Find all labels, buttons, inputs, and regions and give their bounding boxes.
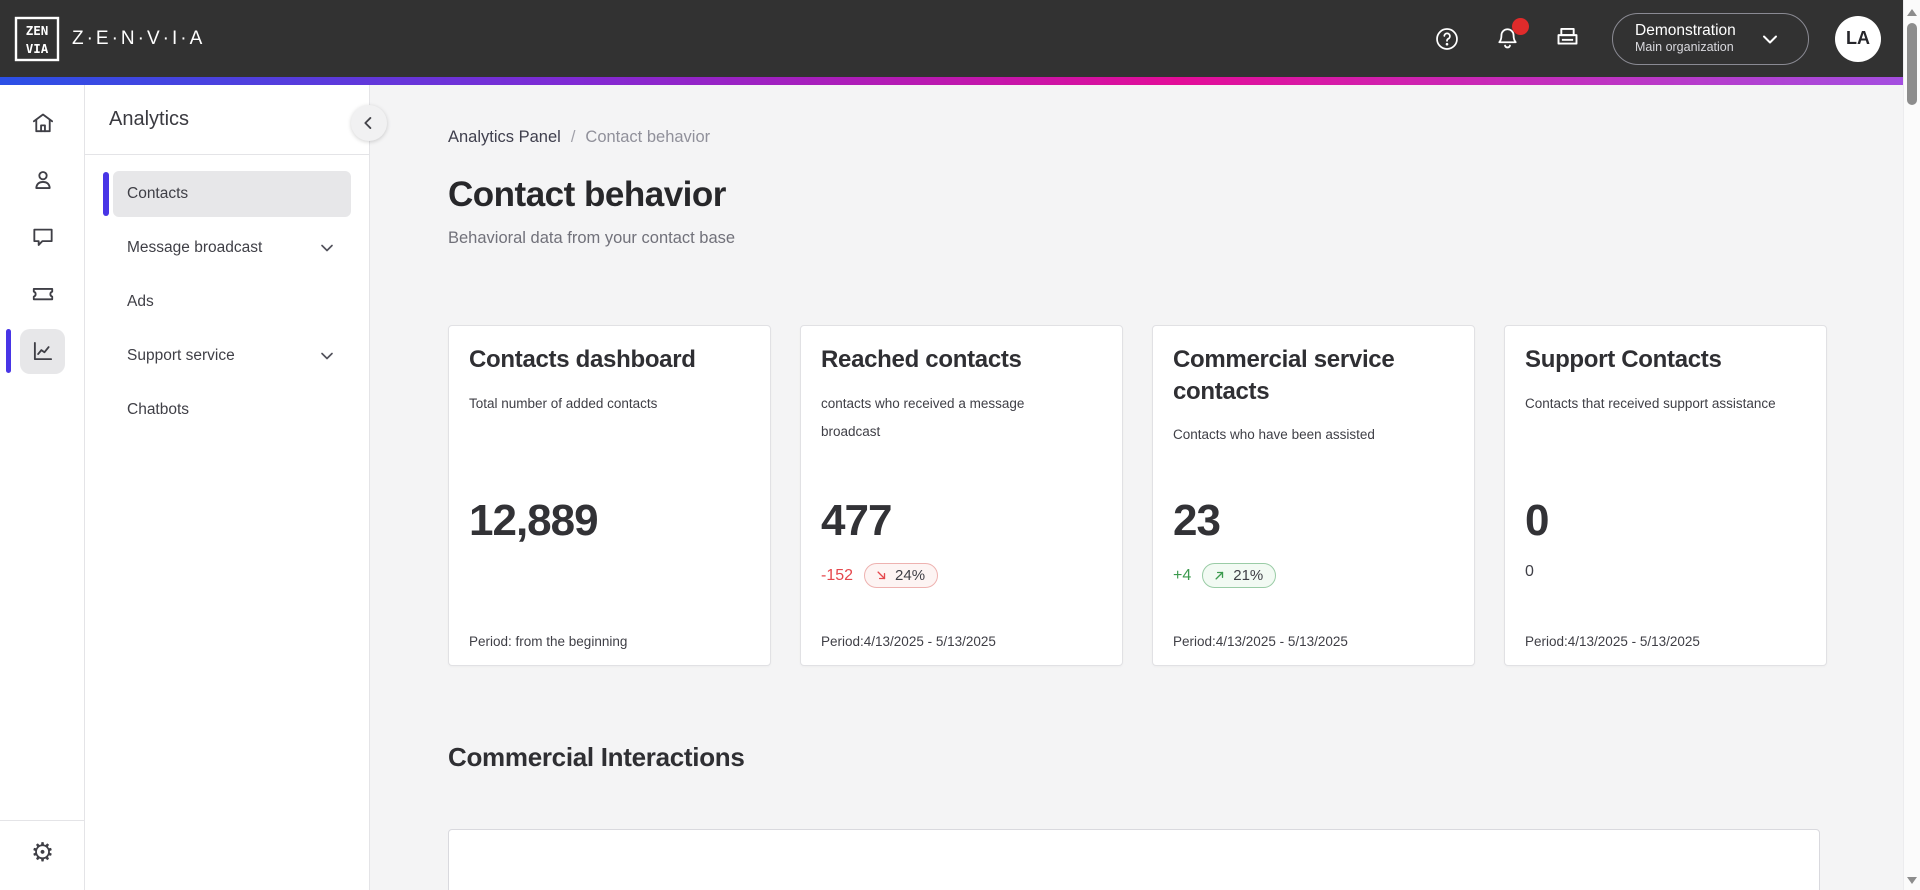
delta-value: 0 bbox=[1525, 563, 1534, 580]
zenvia-logo-icon: ZEN VIA bbox=[14, 16, 60, 62]
card-support-contacts: Support Contacts Contacts that received … bbox=[1504, 325, 1827, 666]
rail-divider bbox=[0, 820, 84, 821]
card-delta-row: -152 24% bbox=[821, 563, 939, 588]
menu-item-message-broadcast[interactable]: Message broadcast bbox=[113, 225, 351, 271]
sidebar-item-analytics[interactable] bbox=[0, 327, 85, 375]
home-icon bbox=[32, 113, 53, 133]
delta-value: -152 bbox=[821, 566, 854, 584]
topbar: ZEN VIA Z·E·N·V·I·A bbox=[0, 0, 1903, 77]
chevron-down-icon bbox=[1758, 27, 1782, 51]
card-delta-row: +4 21% bbox=[1173, 563, 1277, 588]
scrollbar-up-arrow[interactable] bbox=[1907, 9, 1917, 16]
card-title: Contacts dashboard bbox=[469, 346, 696, 373]
breadcrumb-analytics-panel[interactable]: Analytics Panel bbox=[448, 128, 561, 146]
organization-subtitle: Main organization bbox=[1635, 40, 1734, 55]
card-value: 477 bbox=[821, 496, 892, 545]
card-period: Period:4/13/2025 - 5/13/2025 bbox=[1173, 634, 1348, 649]
vertical-scrollbar[interactable] bbox=[1903, 0, 1920, 890]
menu-item-ads[interactable]: Ads bbox=[113, 279, 351, 325]
scrollbar-thumb[interactable] bbox=[1907, 23, 1917, 105]
icon-rail: ⚙ bbox=[0, 85, 85, 890]
sidebar-item-tickets[interactable] bbox=[0, 270, 85, 318]
chevron-down-icon bbox=[317, 238, 337, 258]
menu-item-chatbots[interactable]: Chatbots bbox=[113, 387, 351, 433]
trend-percent: 24% bbox=[895, 567, 926, 584]
organization-switcher[interactable]: Demonstration Main organization bbox=[1612, 12, 1809, 65]
delta-value: +4 bbox=[1173, 566, 1192, 584]
card-value: 12,889 bbox=[469, 496, 599, 545]
card-period: Period:4/13/2025 - 5/13/2025 bbox=[1525, 634, 1700, 649]
card-contacts-dashboard: Contacts dashboard Total number of added… bbox=[448, 325, 771, 666]
card-title: Reached contacts bbox=[821, 346, 1022, 373]
menu-item-label: Chatbots bbox=[127, 401, 190, 418]
organization-texts: Demonstration Main organization bbox=[1635, 21, 1736, 56]
page-subtitle: Behavioral data from your contact base bbox=[448, 229, 736, 247]
card-description: Total number of added contacts bbox=[469, 395, 658, 411]
scrollbar-down-arrow[interactable] bbox=[1907, 877, 1917, 884]
help-icon[interactable] bbox=[1432, 24, 1462, 54]
menu-active-indicator bbox=[103, 172, 109, 216]
svg-text:ZEN: ZEN bbox=[26, 23, 49, 38]
breadcrumb-current: Contact behavior bbox=[585, 128, 711, 146]
arrow-down-right-icon bbox=[877, 571, 886, 580]
brand-wordmark: Z·E·N·V·I·A bbox=[72, 27, 206, 49]
card-description: contacts who received a message broadcas… bbox=[821, 395, 1025, 440]
card-commercial-service-contacts: Commercial service contacts Contacts who… bbox=[1152, 325, 1475, 666]
chat-bubble-icon bbox=[32, 228, 53, 246]
card-title: Support Contacts bbox=[1525, 346, 1722, 373]
breadcrumb-separator: / bbox=[570, 128, 576, 146]
arrow-up-right-icon bbox=[1215, 571, 1224, 580]
printer-icon[interactable] bbox=[1552, 24, 1582, 54]
user-avatar[interactable]: LA bbox=[1835, 15, 1881, 62]
notification-badge bbox=[1512, 17, 1529, 35]
line-chart-icon bbox=[33, 341, 52, 361]
organization-name: Demonstration bbox=[1635, 22, 1736, 39]
breadcrumb: Analytics Panel / Contact behavior bbox=[448, 128, 1903, 147]
chevron-left-icon bbox=[364, 117, 372, 129]
panel-title: Analytics bbox=[109, 108, 190, 130]
sidebar-item-contacts[interactable] bbox=[0, 156, 85, 204]
accent-gradient-bar bbox=[0, 77, 1903, 85]
rail-active-indicator bbox=[6, 329, 11, 373]
chevron-down-icon bbox=[317, 346, 337, 366]
trend-badge-up: 21% bbox=[1202, 563, 1277, 588]
sidebar-item-conversations[interactable] bbox=[0, 213, 85, 261]
svg-text:VIA: VIA bbox=[26, 41, 49, 56]
card-period: Period:4/13/2025 - 5/13/2025 bbox=[821, 634, 996, 649]
sidebar-item-home[interactable] bbox=[0, 99, 85, 147]
card-description: Contacts who have been assisted bbox=[1173, 427, 1375, 443]
commercial-interactions-card bbox=[448, 829, 1820, 890]
panel-header: Analytics bbox=[85, 85, 369, 155]
sidebar-item-settings[interactable]: ⚙ bbox=[0, 829, 85, 877]
gear-icon: ⚙ bbox=[30, 838, 55, 868]
page-title: Contact behavior bbox=[448, 175, 726, 214]
card-title: Commercial service contacts bbox=[1173, 346, 1395, 405]
trend-badge-down: 24% bbox=[864, 563, 939, 588]
menu-item-label: Contacts bbox=[127, 185, 189, 202]
card-value: 0 bbox=[1525, 496, 1550, 545]
notifications-bell-icon[interactable] bbox=[1492, 17, 1529, 54]
main-content: Analytics Panel / Contact behavior Conta… bbox=[370, 85, 1903, 890]
card-value: 23 bbox=[1173, 496, 1221, 545]
card-description: Contacts that received support assistanc… bbox=[1525, 395, 1776, 411]
menu-item-label: Ads bbox=[127, 293, 154, 310]
menu-item-support-service[interactable]: Support service bbox=[113, 333, 351, 379]
panel-menu: Contacts Message broadcast Ads Support s… bbox=[85, 155, 369, 433]
menu-item-contacts[interactable]: Contacts bbox=[103, 171, 351, 217]
section-title-commercial-interactions: Commercial Interactions bbox=[448, 742, 745, 772]
kpi-cards-row: Contacts dashboard Total number of added… bbox=[448, 325, 1903, 666]
card-reached-contacts: Reached contacts contacts who received a… bbox=[800, 325, 1123, 666]
card-period: Period: from the beginning bbox=[469, 634, 628, 649]
workspace: ⚙ Analytics Contacts bbox=[0, 85, 1903, 890]
person-icon bbox=[34, 171, 51, 189]
trend-percent: 21% bbox=[1233, 567, 1264, 584]
menu-item-label: Message broadcast bbox=[127, 239, 263, 256]
card-delta-row: 0 bbox=[1525, 563, 1534, 581]
ticket-icon bbox=[32, 287, 53, 301]
menu-item-label: Support service bbox=[127, 347, 235, 364]
analytics-panel: Analytics Contacts Message broadcast bbox=[85, 85, 387, 890]
panel-collapse-button[interactable] bbox=[351, 105, 387, 141]
